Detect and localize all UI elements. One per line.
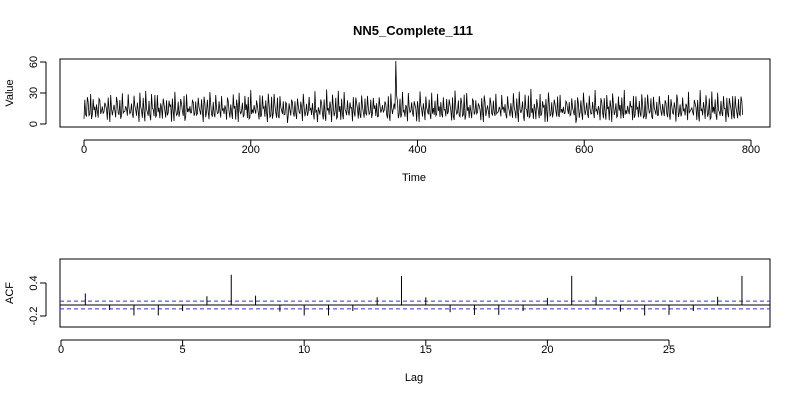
- timeseries-y-label: Value: [4, 79, 16, 106]
- acf-y-tick-label: 0.4: [28, 275, 40, 290]
- acf-x-axis: 0 5 10 15 20 25: [58, 339, 675, 356]
- acf-y-label: ACF: [4, 282, 16, 304]
- acf-x-tick-label: 25: [663, 344, 675, 356]
- acf-x-label: Lag: [405, 372, 423, 384]
- acf-y-tick-label: -0.2: [28, 307, 40, 326]
- acf-reference-lines: [60, 300, 770, 310]
- acf-x-tick-label: 20: [541, 344, 553, 356]
- acf-x-tick-label: 0: [58, 344, 64, 356]
- timeseries-x-tick-label: 800: [742, 144, 760, 156]
- acf-x-tick-label: 15: [420, 344, 432, 356]
- timeseries-y-axis: 0 30 60: [28, 56, 47, 127]
- acf-x-tick-label: 10: [298, 344, 310, 356]
- timeseries-x-tick-label: 0: [81, 144, 87, 156]
- acf-x-tick-label: 5: [180, 344, 186, 356]
- timeseries-x-axis: 0 200 400 600 800: [81, 139, 760, 156]
- chart-title: NN5_Complete_111: [353, 23, 473, 38]
- timeseries-y-tick-label: 60: [28, 56, 40, 68]
- timeseries-series: [83, 60, 744, 124]
- acf-panel: -0.2 0.4 0 5 10 15 20 25 Lag ACF: [4, 258, 771, 384]
- timeseries-y-tick-label: 30: [28, 87, 40, 99]
- timeseries-x-label: Time: [402, 172, 426, 184]
- timeseries-y-tick-label: 0: [28, 121, 40, 127]
- timeseries-x-tick-label: 600: [575, 144, 593, 156]
- timeseries-x-tick-label: 400: [408, 144, 426, 156]
- timeseries-x-tick-label: 200: [242, 144, 260, 156]
- timeseries-plot-box: [59, 58, 771, 128]
- acf-plot-box: [59, 258, 771, 328]
- acf-bars: [84, 274, 743, 316]
- timeseries-line: [83, 60, 744, 124]
- acf-y-axis: -0.2 0.4: [28, 275, 47, 326]
- timeseries-panel: NN5_Complete_111 0 30 60 0 200 400 600 800 Tim…: [4, 23, 771, 184]
